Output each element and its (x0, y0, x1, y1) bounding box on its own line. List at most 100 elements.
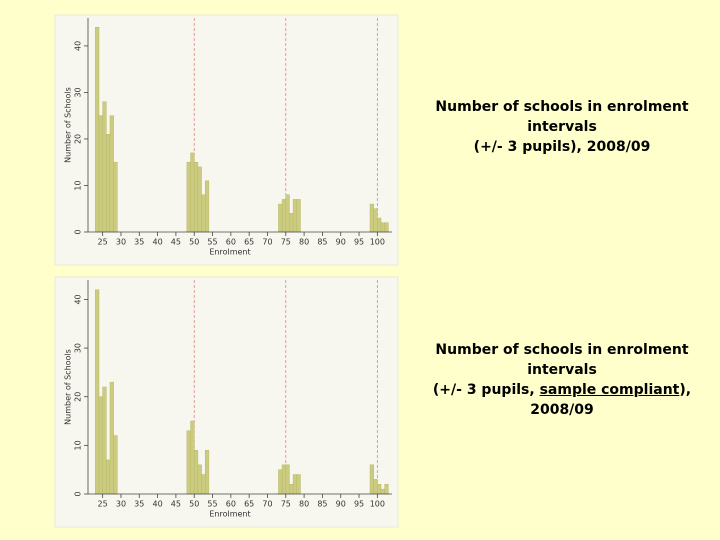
y-axis-label: Number of Schools (64, 349, 73, 425)
bar (109, 381, 114, 495)
bar (384, 484, 389, 495)
x-tick-label: 40 (152, 238, 162, 247)
x-tick-label: 80 (299, 500, 309, 509)
x-tick-label: 85 (317, 500, 327, 509)
chart: 0 10 20 30 40 25 30 35 40 45 50 55 60 65 70 75 80 85 90 95 1… (54, 14, 399, 266)
bar (95, 289, 100, 495)
bar (201, 194, 206, 233)
bar (106, 134, 111, 233)
bar (102, 101, 107, 233)
bar (296, 199, 301, 233)
y-tick-label: 40 (74, 294, 83, 304)
bar (193, 449, 199, 495)
bar (281, 464, 287, 495)
x-tick-label: 80 (299, 238, 309, 247)
caption-line: intervals (527, 119, 597, 135)
x-tick-label: 60 (226, 238, 236, 247)
caption-line: (+/- 3 pupils, sample compliant), (402, 380, 720, 400)
x-tick-label: 25 (98, 500, 108, 509)
bar (289, 484, 294, 495)
bar (285, 194, 290, 233)
x-axis-label: Enrolment (209, 510, 250, 519)
x-tick-label: 95 (354, 238, 364, 247)
bar (377, 217, 382, 233)
bar (98, 396, 103, 495)
y-tick-label: 30 (74, 343, 83, 353)
y-tick-label: 10 (74, 440, 83, 450)
bar (201, 474, 206, 495)
x-tick-label: 50 (189, 500, 199, 509)
x-tick-label: 45 (171, 238, 181, 247)
x-tick-label: 30 (116, 500, 126, 509)
bar (95, 27, 100, 233)
x-tick-label: 85 (317, 238, 327, 247)
x-tick-label: 55 (207, 500, 217, 509)
x-tick-label: 90 (336, 238, 346, 247)
caption-underlined: sample compliant (539, 382, 680, 398)
x-tick-label: 35 (134, 500, 144, 509)
caption-line: (+/- 3 pupils), 2008/09 (473, 139, 651, 155)
bar (186, 161, 191, 233)
caption: Number of schools in enrolment intervals… (402, 340, 720, 420)
bar (373, 479, 378, 495)
bar (204, 180, 210, 233)
bar (281, 199, 287, 233)
x-tick-label: 30 (116, 238, 126, 247)
bar (197, 464, 202, 495)
bar (190, 152, 195, 233)
y-axis-label: Number of Schools (64, 87, 73, 163)
bar (380, 222, 385, 233)
y-tick-label: 40 (74, 41, 83, 51)
x-tick-label: 25 (98, 238, 108, 247)
caption-line: intervals (527, 362, 597, 378)
y-tick-label: 20 (74, 392, 83, 402)
bar (278, 203, 283, 233)
bar (369, 203, 374, 233)
y-tick-label: 30 (74, 87, 83, 97)
y-tick-label: 0 (74, 229, 83, 234)
bar (285, 464, 290, 495)
x-tick-label: 65 (244, 500, 254, 509)
bar (102, 386, 107, 495)
caption-line: Number of schools in enrolment (435, 99, 689, 115)
chart: 0 10 20 30 40 25 30 35 40 45 50 55 60 65 70 75 80 85 90 95 1… (54, 276, 399, 528)
bar (296, 474, 301, 495)
caption-text: ), (679, 382, 692, 398)
bar (384, 222, 389, 233)
x-tick-label: 60 (226, 500, 236, 509)
y-tick-label: 10 (74, 180, 83, 190)
caption-text: (+/- 3 pupils, (432, 382, 540, 398)
x-tick-label: 75 (281, 500, 291, 509)
bar (109, 115, 114, 233)
bar (98, 115, 103, 233)
bar (292, 474, 298, 495)
bar (113, 435, 118, 495)
bar (292, 199, 298, 233)
bar (190, 420, 195, 495)
x-tick-label: 65 (244, 238, 254, 247)
caption-line: Number of schools in enrolment (435, 342, 689, 358)
bar (204, 449, 210, 495)
bar (193, 161, 199, 233)
y-tick-label: 20 (74, 134, 83, 144)
x-tick-label: 50 (189, 238, 199, 247)
caption: Number of schools in enrolment intervals… (402, 97, 720, 157)
x-tick-label: 95 (354, 500, 364, 509)
x-tick-label: 70 (262, 500, 272, 509)
bar (380, 488, 385, 495)
x-tick-label: 35 (134, 238, 144, 247)
x-tick-label: 100 (370, 238, 385, 247)
bar (289, 213, 294, 233)
x-axis-label: Enrolment (209, 248, 250, 257)
bar (197, 166, 202, 233)
x-tick-label: 100 (370, 500, 385, 509)
x-tick-label: 75 (281, 238, 291, 247)
y-tick-label: 0 (74, 491, 83, 496)
x-tick-label: 45 (171, 500, 181, 509)
bar (186, 430, 191, 495)
bar (369, 464, 374, 495)
bar (377, 484, 382, 495)
bar (278, 469, 283, 495)
